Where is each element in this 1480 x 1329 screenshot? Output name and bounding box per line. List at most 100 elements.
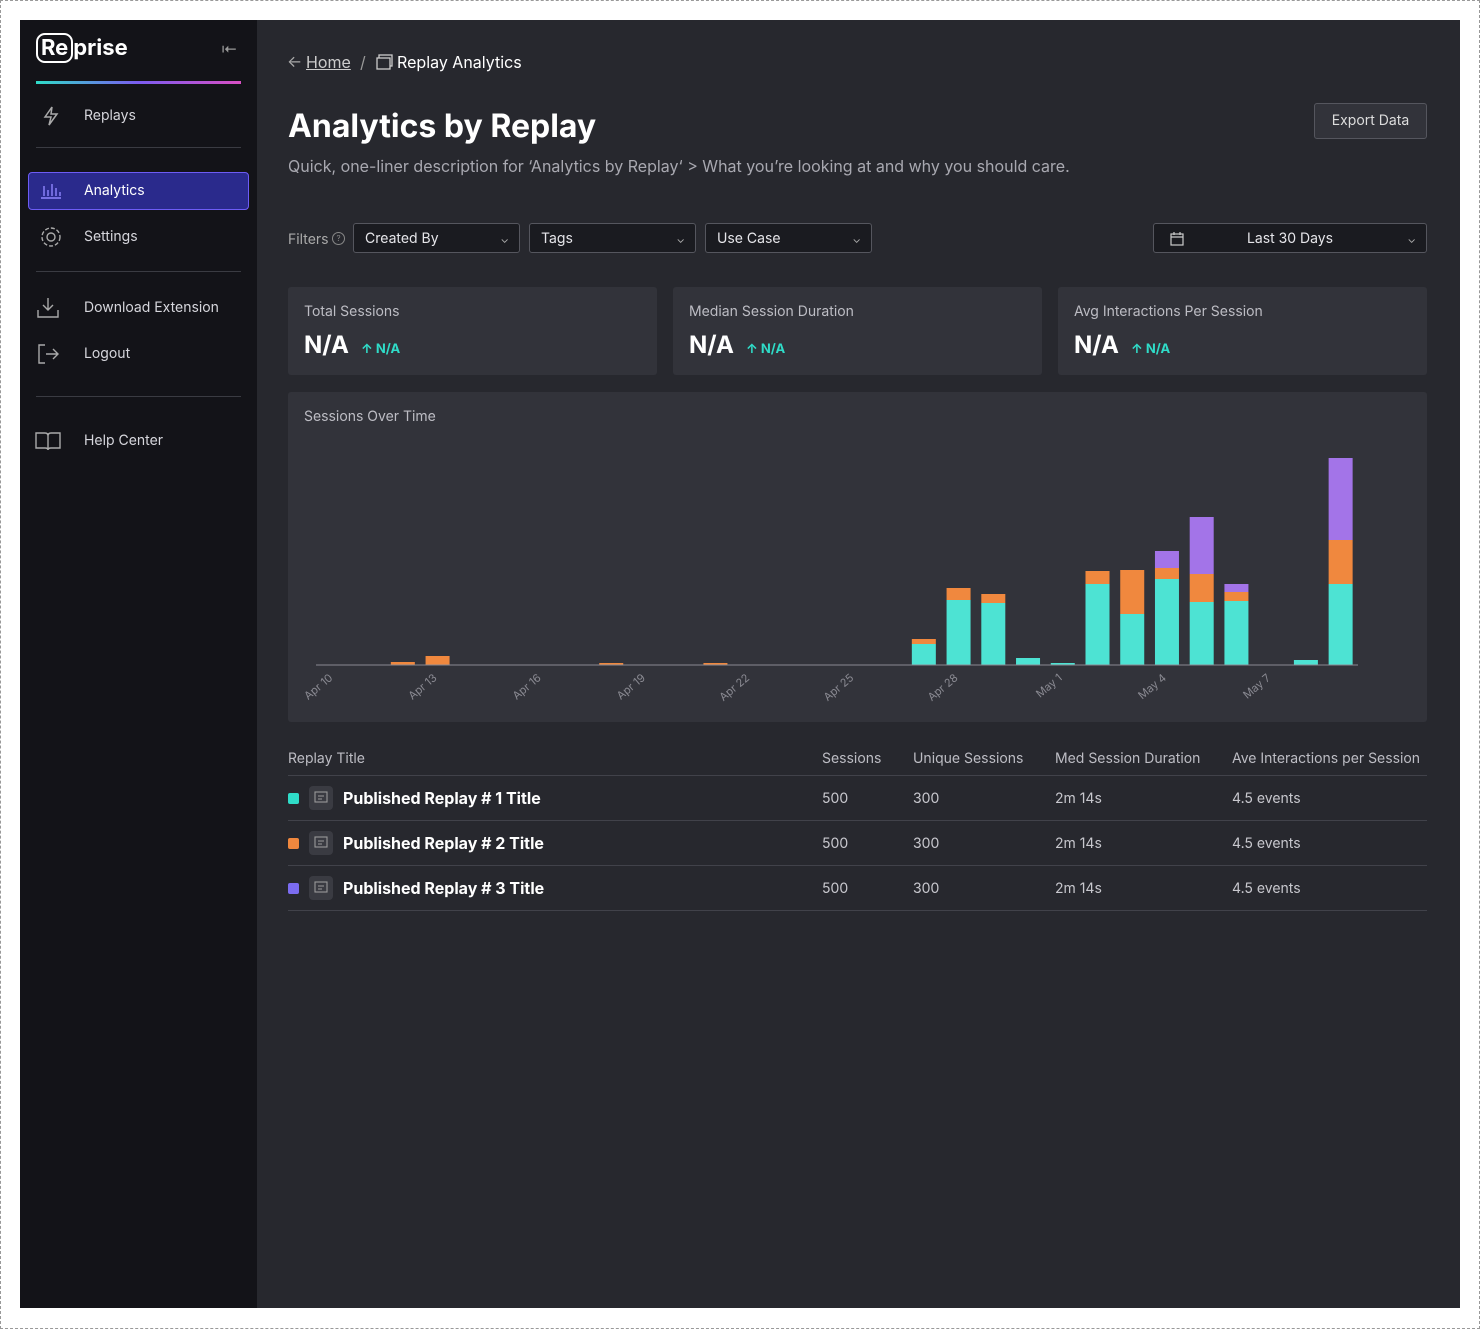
column-header: Sessions — [822, 750, 882, 767]
bar-segment — [1328, 540, 1353, 584]
date-dropdown[interactable]: Last 30 Days ⌄ — [1153, 223, 1427, 253]
row-checkbox[interactable] — [288, 883, 299, 894]
stat-delta: ↑ N/A — [361, 341, 401, 357]
x-tick-label: May 1 — [1033, 671, 1065, 701]
bar-segment — [1154, 551, 1179, 568]
logout-icon — [38, 344, 59, 364]
row-divider — [288, 820, 1427, 821]
stat-label: Median Session Duration — [689, 303, 854, 320]
breadcrumb-current: Replay Analytics — [397, 52, 522, 72]
chart-card — [288, 392, 1427, 722]
chart: Sessions Over Time Apr 10 Apr 13 Apr 16 Apr… — [301, 408, 1358, 704]
dropdown[interactable]: Tags ⌄ — [529, 223, 696, 253]
help-dot[interactable]: ? — [332, 232, 345, 245]
sidebar — [20, 20, 257, 1308]
export-button[interactable]: Export Data — [1314, 103, 1427, 139]
bar-segment — [946, 600, 971, 665]
row-cell: 4.5 events — [1232, 835, 1301, 852]
replay-icon — [376, 54, 393, 70]
divider — [36, 271, 241, 272]
dropdown[interactable]: Created By ⌄ — [353, 223, 520, 253]
nav-active-bg — [28, 172, 249, 210]
bar-segment — [1224, 601, 1249, 665]
row-title[interactable]: Published Replay # 3 Title — [343, 878, 545, 898]
bar-segment — [911, 644, 936, 665]
nav-replays[interactable]: Replays — [84, 107, 136, 124]
bar-segment — [911, 639, 936, 644]
nav-settings[interactable]: Settings — [84, 228, 138, 245]
row-checkbox[interactable] — [288, 793, 299, 804]
stat-label: Avg Interactions Per Session — [1074, 303, 1263, 320]
replays-icon — [43, 106, 59, 126]
stat-card: Median Session Duration N/A ↑ N/A — [673, 287, 1042, 375]
row-cell: 500 — [822, 880, 849, 897]
nav-download[interactable]: Download Extension — [84, 299, 219, 316]
x-tick-label: Apr 28 — [925, 670, 961, 703]
bar-segment — [390, 662, 415, 665]
comment-icon — [314, 836, 328, 848]
row-cell: 300 — [913, 790, 940, 807]
x-tick-label: May 4 — [1135, 671, 1169, 703]
bar-segment — [1189, 574, 1214, 602]
stat-delta-text: N/A — [760, 341, 786, 357]
x-tick-label: May 7 — [1240, 671, 1273, 702]
stat-delta: ↑ N/A — [1131, 341, 1171, 357]
row-title[interactable]: Published Replay # 2 Title — [343, 833, 544, 853]
breadcrumb-home[interactable]: Home — [306, 52, 351, 72]
bar-segment — [981, 594, 1006, 603]
breadcrumb-sep: / — [360, 52, 366, 72]
nav-help[interactable]: Help Center — [84, 432, 164, 449]
dropdown[interactable]: Use Case ⌄ — [705, 223, 872, 253]
x-tick-label: Apr 22 — [716, 671, 752, 704]
download-icon — [37, 298, 59, 318]
row-title[interactable]: Published Replay # 1 Title — [343, 788, 541, 808]
row-checkbox[interactable] — [288, 838, 299, 849]
stat-value: N/A — [304, 330, 349, 359]
logo[interactable]: Re prise — [36, 33, 128, 63]
bar-segment — [1154, 579, 1179, 665]
stat-delta-text: N/A — [375, 341, 401, 357]
dropdown-label: Use Case — [717, 230, 781, 247]
row-cell: 2m 14s — [1055, 880, 1102, 897]
page-description: Quick, one-liner description for ‘Analyt… — [288, 156, 1070, 176]
x-tick-label: Apr 25 — [821, 670, 857, 703]
column-header: Unique Sessions — [913, 750, 1024, 767]
dropdown-label: Tags — [541, 230, 573, 247]
settings-icon — [41, 227, 61, 247]
bar-segment — [1154, 568, 1179, 579]
column-header: Replay Title — [288, 750, 365, 767]
help-icon — [35, 432, 61, 451]
bar-segment — [1085, 571, 1110, 584]
stat-value: N/A — [689, 330, 734, 359]
analytics-icon — [41, 184, 61, 199]
row-divider — [288, 910, 1427, 911]
collapse-icon[interactable]: ⇤ — [221, 39, 238, 59]
divider — [36, 147, 241, 148]
bar-segment — [1328, 584, 1353, 665]
dropdown-label: Created By — [365, 230, 439, 247]
column-header: Med Session Duration — [1055, 750, 1201, 767]
bar-segment — [599, 663, 624, 665]
x-tick-label: Apr 16 — [510, 670, 544, 702]
back-arrow: ← — [287, 51, 303, 71]
stat-delta-text: N/A — [1145, 341, 1171, 357]
bar-segment — [981, 603, 1006, 665]
bar-segment — [946, 588, 971, 600]
stat-value: N/A — [1074, 330, 1119, 359]
row-cell: 500 — [822, 790, 849, 807]
chart-title: Sessions Over Time — [304, 408, 436, 425]
bar-segment — [1189, 602, 1214, 665]
stat-label: Total Sessions — [304, 303, 400, 320]
nav-logout[interactable]: Logout — [84, 345, 131, 362]
page-title: Analytics by Replay — [288, 106, 597, 145]
bar-segment — [1189, 517, 1214, 574]
comment-icon — [314, 881, 328, 893]
bar-segment — [1120, 570, 1145, 614]
x-tick-label: Apr 13 — [405, 670, 439, 702]
row-cell: 2m 14s — [1055, 835, 1102, 852]
bar-segment — [1293, 660, 1318, 665]
row-cell: 300 — [913, 880, 940, 897]
nav-analytics[interactable]: Analytics — [84, 182, 145, 199]
date-label: Last 30 Days — [1246, 230, 1334, 247]
